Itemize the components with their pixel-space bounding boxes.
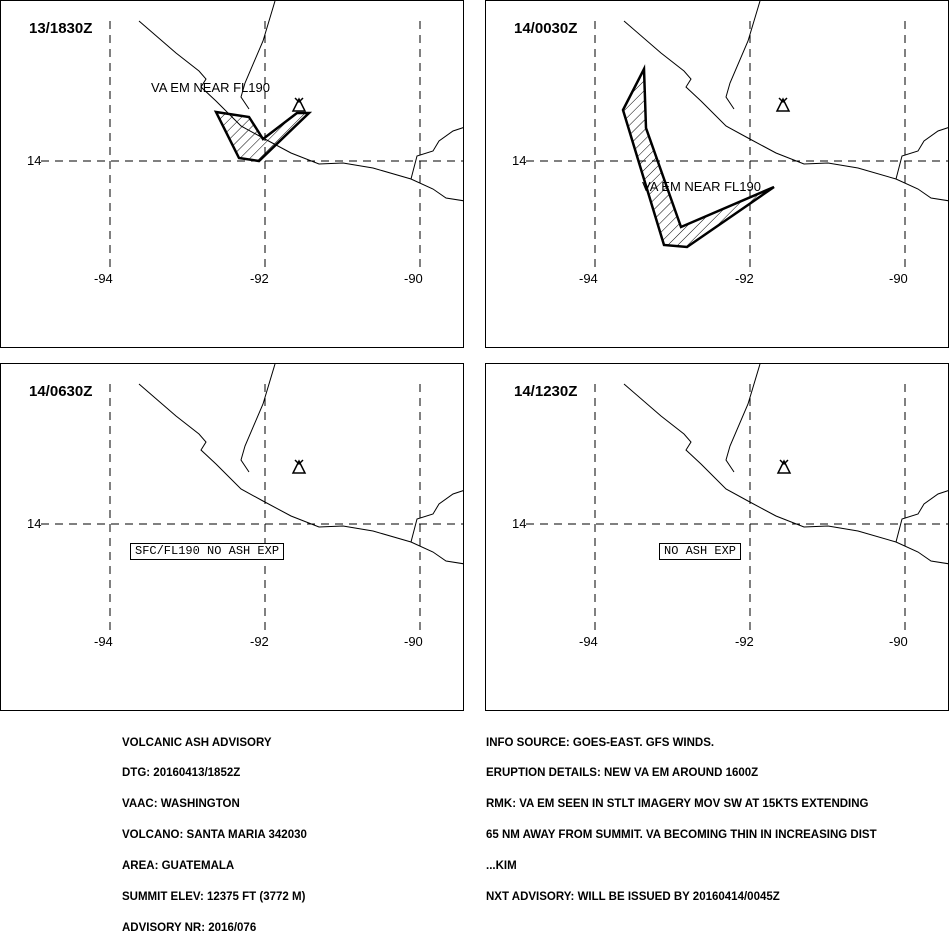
- map-canvas: [41, 1, 463, 271]
- longitude-label: -92: [250, 271, 269, 286]
- ash-annotation: VA EM NEAR FL190: [642, 179, 761, 194]
- advisory-line: SUMMIT ELEV: 12375 FT (3772 M): [122, 891, 306, 904]
- latitude-label: 14: [27, 516, 42, 531]
- longitude-label: -90: [404, 271, 423, 286]
- longitude-label: -90: [889, 271, 908, 286]
- map-canvas: [526, 1, 948, 271]
- forecast-time: 14/1230Z: [514, 383, 579, 400]
- latitude-label: 14: [512, 516, 527, 531]
- advisory-line: DTG: 20160413/1852Z: [122, 767, 241, 780]
- advisory-line: ERUPTION DETAILS: NEW VA EM AROUND 1600Z: [486, 767, 759, 780]
- latitude-label: 14: [27, 153, 42, 168]
- longitude-label: -94: [579, 634, 598, 649]
- coastline: [138, 364, 463, 565]
- longitude-label: -92: [250, 634, 269, 649]
- advisory-line: ...KIM: [486, 860, 517, 873]
- advisory-line: VAAC: WASHINGTON: [122, 798, 240, 811]
- longitude-label: -90: [404, 634, 423, 649]
- advisory-line: RMK: VA EM SEEN IN STLT IMAGERY MOV SW A…: [486, 798, 869, 811]
- advisory-line: VOLCANO: SANTA MARIA 342030: [122, 829, 307, 842]
- ash-annotation: VA EM NEAR FL190: [151, 80, 270, 95]
- map-panel-4: 14/1230Z 14 -94 -92 -90 NO ASH EXP: [485, 363, 949, 711]
- graticule: [41, 384, 463, 634]
- longitude-label: -92: [735, 634, 754, 649]
- volcano-icon: [291, 459, 307, 474]
- volcano-icon: [775, 97, 791, 112]
- map-panel-3: 14/0630Z 14 -94 -92 -90 SFC/FL190 NO ASH…: [0, 363, 464, 711]
- ash-cloud-polygon: [621, 64, 775, 249]
- advisory-line: NXT ADVISORY: WILL BE ISSUED BY 20160414…: [486, 891, 780, 904]
- map-canvas: [41, 364, 463, 634]
- advisory-line: AREA: GUATEMALA: [122, 860, 235, 873]
- coastline: [623, 1, 948, 202]
- no-ash-label: SFC/FL190 NO ASH EXP: [130, 543, 285, 560]
- longitude-label: -94: [579, 271, 598, 286]
- forecast-time: 14/0630Z: [29, 383, 94, 400]
- no-ash-label: NO ASH EXP: [659, 543, 742, 560]
- advisory-line: 65 NM AWAY FROM SUMMIT. VA BECOMING THIN…: [486, 829, 877, 842]
- longitude-label: -94: [94, 271, 113, 286]
- latitude-label: 14: [512, 153, 527, 168]
- advisory-line: VOLCANIC ASH ADVISORY: [122, 736, 272, 749]
- advisory-header-left: VOLCANIC ASH ADVISORY DTG: 20160413/1852…: [122, 717, 307, 944]
- longitude-label: -94: [94, 634, 113, 649]
- map-panel-1: 13/1830Z 14 -94 -92 -90 VA EM NEAR FL190: [0, 0, 464, 348]
- coastline: [623, 364, 948, 565]
- coastline: [138, 1, 463, 202]
- longitude-label: -90: [889, 634, 908, 649]
- forecast-time: 13/1830Z: [29, 20, 94, 37]
- map-canvas: [526, 364, 948, 634]
- map-panel-2: 14/0030Z 14 -94 -92 -90 VA EM NEAR FL190: [485, 0, 949, 348]
- advisory-line: ADVISORY NR: 2016/076: [122, 921, 257, 934]
- volcano-icon: [776, 459, 792, 474]
- longitude-label: -92: [735, 271, 754, 286]
- advisory-line: INFO SOURCE: GOES-EAST. GFS WINDS.: [486, 736, 715, 749]
- graticule: [526, 384, 948, 634]
- forecast-time: 14/0030Z: [514, 20, 579, 37]
- graticule: [526, 21, 948, 271]
- ash-cloud-polygon: [213, 110, 313, 163]
- advisory-details-right: INFO SOURCE: GOES-EAST. GFS WINDS. ERUPT…: [486, 717, 877, 913]
- volcano-icon: [291, 97, 307, 112]
